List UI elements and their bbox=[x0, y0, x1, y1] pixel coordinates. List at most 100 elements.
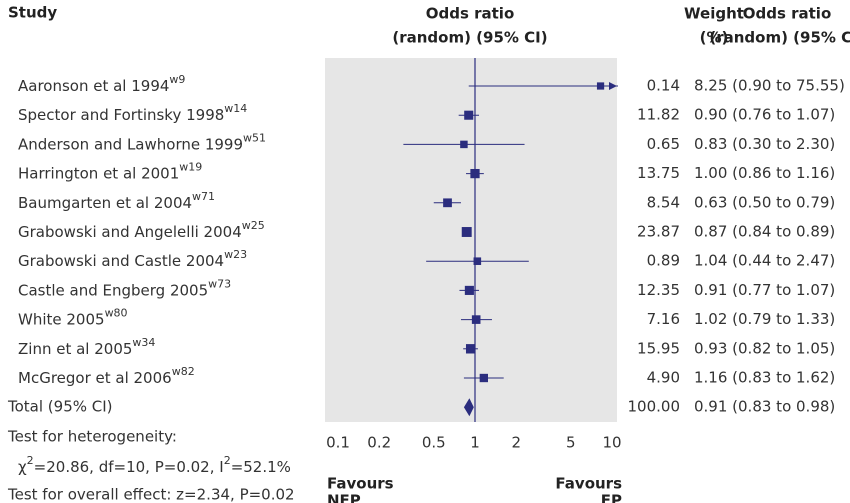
x-tick-label: 0.5 bbox=[422, 434, 446, 452]
or-text: 1.00 (0.86 to 1.16) bbox=[694, 164, 835, 182]
or-text: 0.87 (0.84 to 0.89) bbox=[694, 223, 835, 241]
study-label: Harrington et al 2001 bbox=[18, 164, 179, 182]
point-estimate bbox=[471, 315, 481, 324]
study-label: Baumgarten et al 2004 bbox=[18, 193, 192, 211]
point-estimate bbox=[460, 140, 468, 149]
or-text: 0.63 (0.50 to 0.79) bbox=[694, 193, 835, 211]
header-plot: Odds ratio bbox=[426, 5, 515, 23]
or-text: 0.93 (0.82 to 1.05) bbox=[694, 339, 835, 357]
study-name: Anderson and Lawhorne 1999w51 bbox=[18, 131, 266, 153]
or-text: 0.83 (0.30 to 2.30) bbox=[694, 135, 835, 153]
superscript: 2 bbox=[224, 454, 231, 467]
study-label: McGregor et al 2006 bbox=[18, 369, 172, 387]
x-tick-label: 5 bbox=[566, 434, 576, 452]
or-text: 0.91 (0.83 to 0.98) bbox=[694, 398, 835, 416]
or-text: 1.04 (0.44 to 2.47) bbox=[694, 252, 835, 270]
study-name: Baumgarten et al 2004w71 bbox=[18, 190, 215, 212]
text-part: χ bbox=[18, 458, 27, 476]
plot-area bbox=[403, 58, 618, 422]
header-plot: (random) (95% CI) bbox=[392, 29, 547, 47]
study-ref: w9 bbox=[169, 73, 185, 86]
x-tick-label: 1 bbox=[470, 434, 480, 452]
favours-right: Favours bbox=[555, 475, 622, 493]
header-weight: (%) bbox=[700, 29, 729, 47]
study-name: Castle and Engberg 2005w73 bbox=[18, 277, 231, 299]
favours-right: FP bbox=[601, 492, 622, 503]
ci-arrow bbox=[609, 82, 617, 90]
weight: 12.35 bbox=[637, 281, 680, 299]
study-name: Grabowski and Angelelli 2004w25 bbox=[18, 219, 265, 241]
weight: 0.89 bbox=[647, 252, 680, 270]
heterogeneity-title: Test for heterogeneity: bbox=[7, 428, 177, 446]
point-estimate bbox=[461, 227, 472, 237]
point-estimate bbox=[465, 344, 476, 354]
study-name: Spector and Fortinsky 1998w14 bbox=[18, 102, 247, 124]
study-ref: w73 bbox=[208, 277, 231, 290]
study-name: Zinn et al 2005w34 bbox=[18, 336, 155, 358]
header-weight: Weight bbox=[684, 5, 744, 23]
study-label: Aaronson et al 1994 bbox=[18, 77, 169, 95]
weight: 0.14 bbox=[647, 77, 680, 95]
study-ref: w23 bbox=[224, 248, 247, 261]
x-tick-label: 0.1 bbox=[326, 434, 350, 452]
or-text: 8.25 (0.90 to 75.55) bbox=[694, 77, 845, 95]
or-text: 0.91 (0.77 to 1.07) bbox=[694, 281, 835, 299]
text-part: =20.86, df=10, P=0.02, I bbox=[34, 458, 224, 476]
study-ref: w25 bbox=[242, 219, 265, 232]
study-ref: w80 bbox=[105, 307, 128, 320]
weight: 100.00 bbox=[628, 398, 681, 416]
weight: 0.65 bbox=[647, 135, 680, 153]
weight: 13.75 bbox=[637, 164, 680, 182]
x-tick-label: 10 bbox=[602, 434, 621, 452]
study-label: Spector and Fortinsky 1998 bbox=[18, 106, 224, 124]
study-label: Grabowski and Castle 2004 bbox=[18, 252, 224, 270]
point-estimate bbox=[464, 285, 474, 295]
study-ref: w34 bbox=[132, 336, 155, 349]
weight: 23.87 bbox=[637, 223, 680, 241]
study-label: Castle and Engberg 2005 bbox=[18, 281, 208, 299]
or-text: 1.16 (0.83 to 1.62) bbox=[694, 369, 835, 387]
study-ref: w19 bbox=[179, 161, 202, 174]
study-ref: w51 bbox=[243, 131, 266, 144]
point-estimate bbox=[596, 82, 605, 90]
x-tick-label: 0.2 bbox=[367, 434, 391, 452]
weight: 4.90 bbox=[647, 369, 680, 387]
point-estimate bbox=[479, 373, 488, 383]
study-name: Aaronson et al 1994w9 bbox=[18, 73, 185, 95]
weight: 8.54 bbox=[647, 193, 680, 211]
study-label: Anderson and Lawhorne 1999 bbox=[18, 135, 243, 153]
total-name: Total (95% CI) bbox=[7, 398, 113, 416]
study-label: Zinn et al 2005 bbox=[18, 339, 132, 357]
study-name: McGregor et al 2006w82 bbox=[18, 365, 195, 387]
study-name: Harrington et al 2001w19 bbox=[18, 161, 202, 183]
study-ref: w71 bbox=[192, 190, 215, 203]
text-part: =52.1% bbox=[231, 458, 291, 476]
header-study: Study bbox=[8, 4, 57, 22]
weight: 15.95 bbox=[637, 339, 680, 357]
favours-left: NEP bbox=[327, 492, 361, 503]
study-name: Grabowski and Castle 2004w23 bbox=[18, 248, 247, 270]
point-estimate bbox=[473, 257, 482, 265]
header-or: Odds ratio bbox=[743, 5, 832, 23]
point-estimate bbox=[470, 168, 480, 179]
study-ref: w14 bbox=[224, 102, 247, 115]
study-label: White 2005 bbox=[18, 310, 105, 328]
total-diamond bbox=[463, 398, 474, 417]
header-or: (random) (95% CI) bbox=[709, 29, 850, 47]
point-estimate bbox=[464, 110, 474, 120]
study-name: White 2005w80 bbox=[18, 307, 128, 329]
study-label: Grabowski and Angelelli 2004 bbox=[18, 223, 242, 241]
favours-left: Favours bbox=[327, 475, 394, 493]
or-text: 0.90 (0.76 to 1.07) bbox=[694, 106, 835, 124]
weight: 7.16 bbox=[647, 310, 680, 328]
weight: 11.82 bbox=[637, 106, 680, 124]
overall-effect: Test for overall effect: z=2.34, P=0.02 bbox=[7, 486, 295, 503]
superscript: 2 bbox=[27, 454, 34, 467]
or-text: 1.02 (0.79 to 1.33) bbox=[694, 310, 835, 328]
heterogeneity-stats: χ2=20.86, df=10, P=0.02, I2=52.1% bbox=[18, 454, 291, 476]
point-estimate bbox=[443, 198, 452, 208]
x-tick-label: 2 bbox=[511, 434, 521, 452]
study-ref: w82 bbox=[172, 365, 195, 378]
